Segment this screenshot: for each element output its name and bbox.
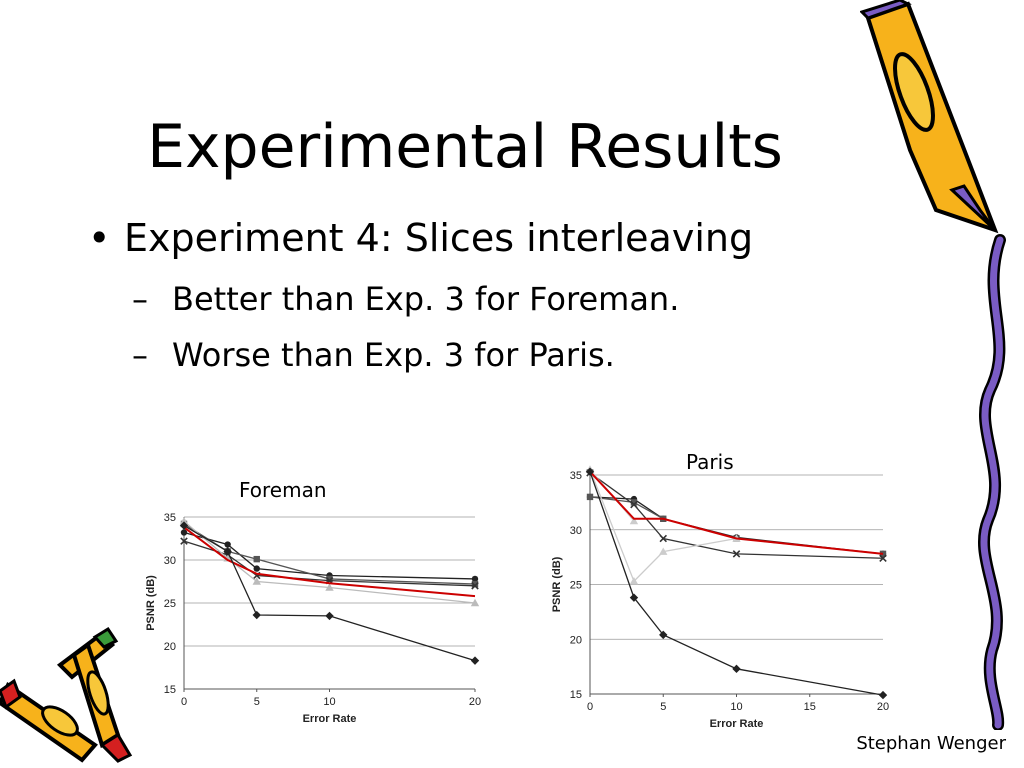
bullet-item: • Experiment 4: Slices interleaving <box>88 216 753 260</box>
y-axis-label: PSNR (dB) <box>551 556 563 612</box>
x-tick-label: 10 <box>323 696 335 708</box>
data-point <box>325 611 334 621</box>
y-tick-label: 35 <box>164 512 176 524</box>
data-point <box>659 534 668 543</box>
sub-bullet-2-text: Worse than Exp. 3 for Paris. <box>172 336 615 374</box>
y-tick-label: 20 <box>164 641 176 653</box>
series-line <box>589 472 884 559</box>
y-tick-label: 25 <box>570 580 582 592</box>
footer-author: Stephan Wenger <box>856 733 1006 754</box>
data-point <box>585 467 595 476</box>
data-point <box>732 550 741 558</box>
x-tick-label: 15 <box>804 701 816 713</box>
data-point <box>879 554 887 562</box>
x-tick-label: 5 <box>254 696 260 708</box>
data-point <box>180 529 188 536</box>
data-point <box>732 664 741 674</box>
series-line <box>589 471 884 555</box>
y-tick-label: 25 <box>164 598 176 610</box>
data-point <box>659 630 668 640</box>
data-point <box>253 565 260 572</box>
data-point <box>629 516 639 525</box>
y-axis-label: PSNR (dB) <box>145 575 157 631</box>
sub-bullet-1-text: Better than Exp. 3 for Foreman. <box>172 280 680 318</box>
slide-title: Experimental Results <box>147 112 783 182</box>
y-tick-label: 35 <box>570 470 582 482</box>
sub-bullet-2: – Worse than Exp. 3 for Paris. <box>132 336 615 374</box>
data-point <box>179 517 189 525</box>
x-tick-label: 0 <box>181 696 187 708</box>
crayon-decoration-right-icon <box>860 0 1006 730</box>
series-line <box>589 469 737 583</box>
data-point <box>471 575 479 583</box>
data-point <box>630 500 638 509</box>
data-point <box>252 577 261 585</box>
foreman-chart: 15 20 25 30 35 0 5 10 20 Error Rate PSNR (dB) <box>145 512 481 725</box>
data-point <box>629 577 639 585</box>
data-point <box>470 656 480 665</box>
data-point <box>471 582 479 590</box>
data-point <box>630 499 638 506</box>
series-line <box>183 520 476 604</box>
sub-bullet-1: – Better than Exp. 3 for Foreman. <box>132 280 680 318</box>
paris-chart: 15 20 25 30 35 0 5 10 15 20 Error Rate PSNR (dB) <box>551 465 889 730</box>
data-point <box>180 537 188 545</box>
data-point <box>878 690 888 700</box>
bullet-dot: • <box>88 216 111 260</box>
x-axis-label: Error Rate <box>303 713 357 725</box>
data-point <box>470 598 480 607</box>
data-point <box>252 610 261 620</box>
x-tick-label: 20 <box>877 701 889 713</box>
chart-caption-foreman: Foreman <box>239 478 327 502</box>
data-point <box>659 547 668 555</box>
data-point <box>224 541 231 548</box>
bullet-text: Experiment 4: Slices interleaving <box>124 216 754 260</box>
series-line <box>183 526 476 598</box>
chart-caption-paris: Paris <box>686 450 734 474</box>
series-5 <box>589 471 884 555</box>
data-point <box>325 583 334 591</box>
x-tick-label: 5 <box>660 701 666 713</box>
y-tick-label: 15 <box>164 684 176 696</box>
series-4 <box>183 526 476 598</box>
series-2 <box>586 469 887 562</box>
x-tick-label: 0 <box>587 701 593 713</box>
data-point <box>471 580 479 588</box>
data-point <box>326 575 333 583</box>
data-point <box>253 555 260 563</box>
data-point <box>586 493 594 501</box>
y-tick-label: 30 <box>570 525 582 537</box>
y-tick-label: 15 <box>570 689 582 701</box>
y-tick-label: 30 <box>164 555 176 567</box>
y-tick-label: 20 <box>570 634 582 646</box>
crayon-decoration-left-icon <box>0 626 133 763</box>
x-tick-label: 20 <box>469 696 481 708</box>
x-axis-label: Error Rate <box>710 718 764 730</box>
x-tick-label: 10 <box>730 701 742 713</box>
